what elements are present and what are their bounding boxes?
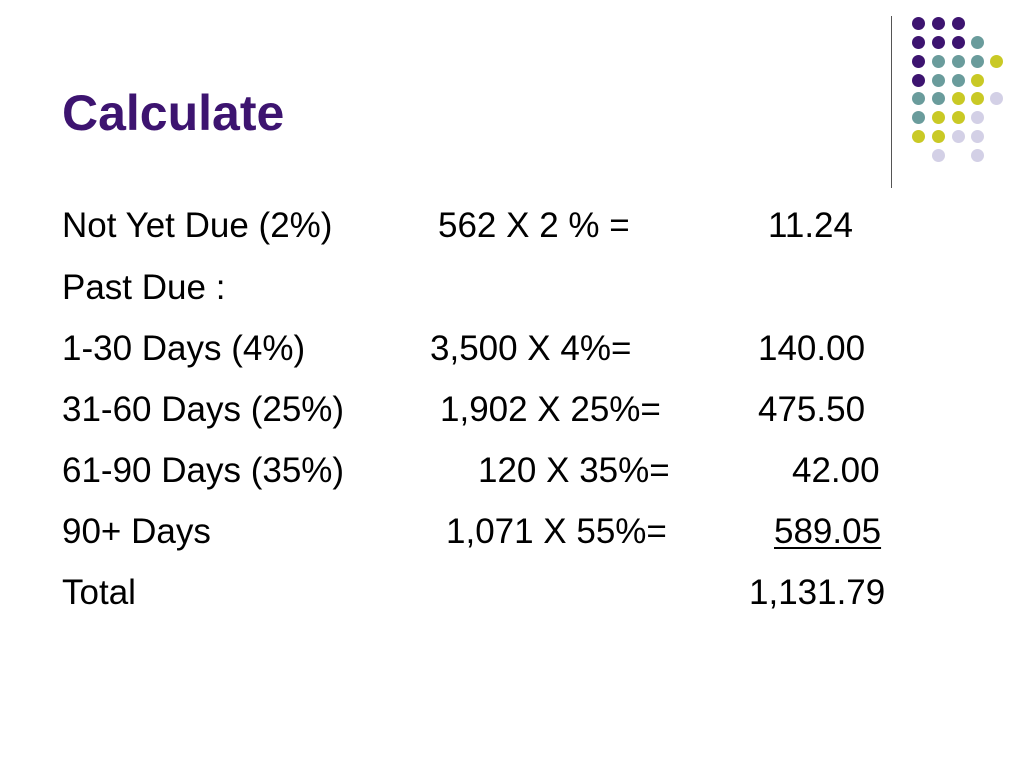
decorative-dot-grid — [0, 0, 1024, 200]
decorative-dot — [931, 73, 945, 87]
row-label: Past Due : — [62, 268, 226, 307]
decorative-dot — [970, 73, 984, 87]
decorative-dot — [970, 54, 984, 68]
decorative-dot — [970, 129, 984, 143]
row-label: 61-90 Days (35%) — [62, 451, 345, 490]
decorative-dot — [951, 110, 965, 124]
vertical-divider — [891, 16, 892, 188]
row-calculation: 120 X 35%= — [478, 451, 670, 490]
decorative-dot — [970, 91, 984, 105]
row-not-yet-due: Not Yet Due (2%) 562 X 2 % = 11.24 — [0, 202, 1024, 250]
decorative-dot — [931, 148, 945, 162]
decorative-dot — [931, 110, 945, 124]
decorative-dot — [931, 91, 945, 105]
row-calculation: 562 X 2 % = — [438, 206, 630, 245]
decorative-dot — [931, 129, 945, 143]
decorative-dot — [989, 91, 1003, 105]
decorative-dot — [911, 16, 925, 30]
row-calculation: 1,071 X 55%= — [446, 512, 667, 551]
row-result: 140.00 — [758, 329, 866, 368]
decorative-dot — [951, 129, 965, 143]
row-result: 475.50 — [758, 390, 866, 429]
row-result: 42.00 — [792, 451, 880, 490]
row-label: 1-30 Days (4%) — [62, 329, 306, 368]
decorative-dot — [911, 110, 925, 124]
row-past-due-heading: Past Due : — [0, 264, 1024, 312]
decorative-dot — [951, 73, 965, 87]
decorative-dot — [931, 16, 945, 30]
decorative-dot — [951, 54, 965, 68]
row-result: 11.24 — [768, 206, 853, 245]
decorative-dot — [931, 54, 945, 68]
decorative-dot — [911, 129, 925, 143]
decorative-dot — [911, 73, 925, 87]
decorative-dot — [951, 91, 965, 105]
decorative-dot — [970, 148, 984, 162]
row-label: 31-60 Days (25%) — [62, 390, 345, 429]
decorative-dot — [951, 35, 965, 49]
row-label: 90+ Days — [62, 512, 211, 551]
decorative-dot — [970, 35, 984, 49]
row-total-result: 1,131.79 — [749, 573, 886, 612]
row-1-30-days: 1-30 Days (4%) 3,500 X 4%= 140.00 — [0, 325, 1024, 373]
decorative-dot — [911, 91, 925, 105]
decorative-dot — [911, 35, 925, 49]
decorative-dot — [951, 16, 965, 30]
decorative-dot — [989, 54, 1003, 68]
decorative-dot — [911, 54, 925, 68]
row-31-60-days: 31-60 Days (25%) 1,902 X 25%= 475.50 — [0, 386, 1024, 434]
row-calculation: 3,500 X 4%= — [430, 329, 632, 368]
decorative-dot — [931, 35, 945, 49]
row-total: Total 1,131.79 — [0, 569, 1024, 617]
row-label: Total — [62, 573, 136, 612]
row-label: Not Yet Due (2%) — [62, 206, 333, 245]
decorative-dot — [970, 110, 984, 124]
row-calculation: 1,902 X 25%= — [440, 390, 661, 429]
row-90-plus-days: 90+ Days 1,071 X 55%= 589.05 — [0, 508, 1024, 556]
row-result-underlined: 589.05 — [774, 512, 882, 551]
row-61-90-days: 61-90 Days (35%) 120 X 35%= 42.00 — [0, 447, 1024, 495]
slide-title: Calculate — [62, 85, 285, 141]
